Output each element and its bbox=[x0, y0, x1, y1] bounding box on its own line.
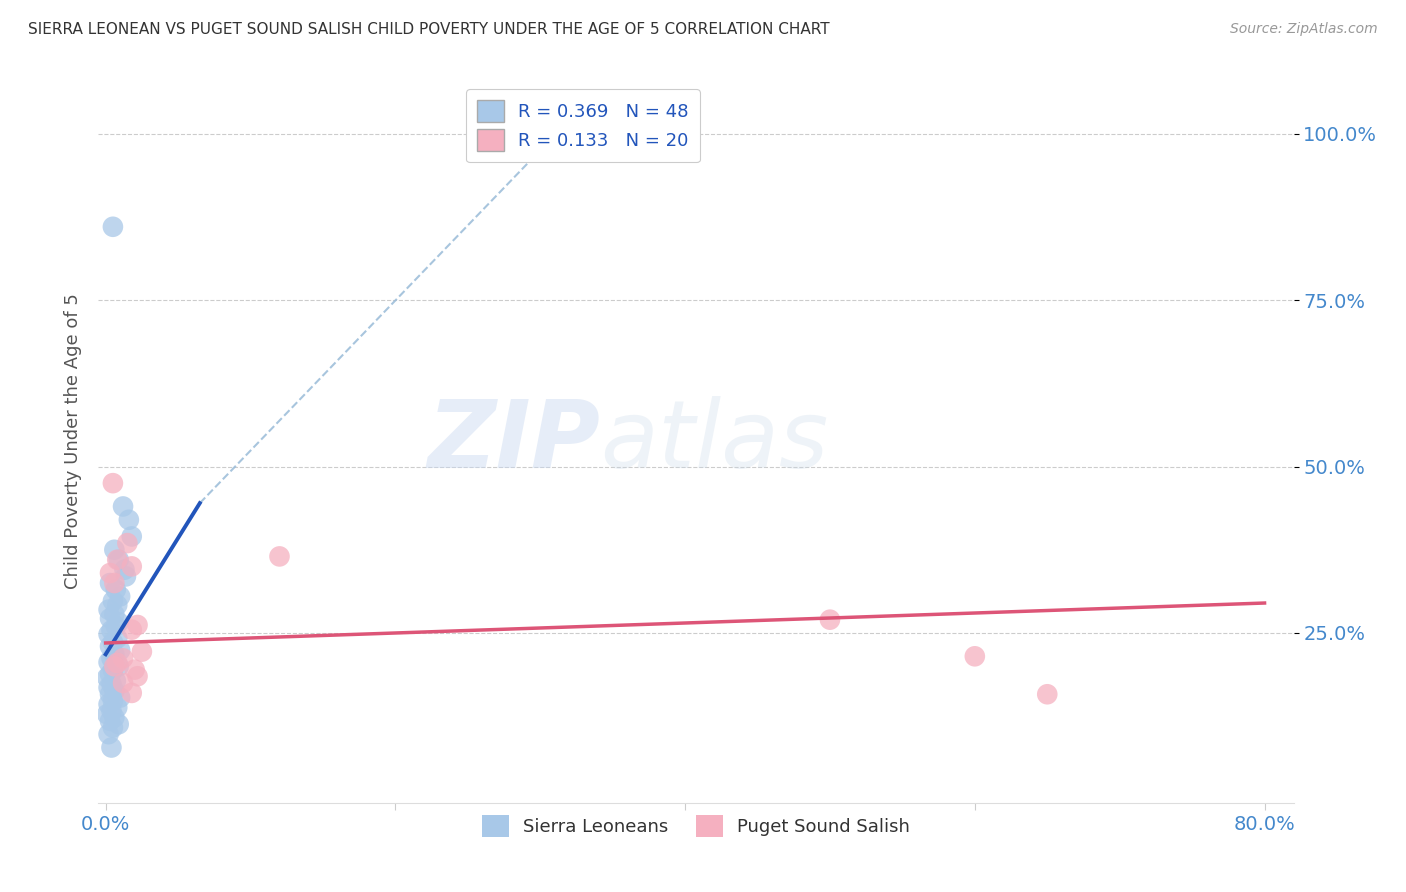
Point bbox=[98, 667, 121, 681]
Point bbox=[105, 598, 128, 612]
Point bbox=[98, 640, 121, 654]
Point bbox=[124, 663, 146, 677]
Y-axis label: Child Poverty Under the Age of 5: Child Poverty Under the Age of 5 bbox=[63, 293, 82, 590]
Point bbox=[101, 694, 124, 708]
Point bbox=[97, 727, 120, 741]
Point bbox=[107, 615, 129, 630]
Point bbox=[131, 645, 153, 659]
Point bbox=[105, 632, 128, 646]
Point bbox=[103, 710, 125, 724]
Point bbox=[97, 681, 120, 695]
Point bbox=[112, 676, 135, 690]
Point bbox=[121, 529, 143, 543]
Point bbox=[104, 619, 127, 633]
Point bbox=[101, 663, 124, 677]
Point bbox=[100, 624, 122, 638]
Point bbox=[121, 686, 143, 700]
Point bbox=[101, 219, 124, 234]
Point bbox=[127, 669, 149, 683]
Point bbox=[98, 687, 121, 701]
Point bbox=[98, 576, 121, 591]
Point bbox=[97, 627, 120, 641]
Point bbox=[963, 649, 986, 664]
Point bbox=[100, 677, 122, 691]
Text: SIERRA LEONEAN VS PUGET SOUND SALISH CHILD POVERTY UNDER THE AGE OF 5 CORRELATIO: SIERRA LEONEAN VS PUGET SOUND SALISH CHI… bbox=[28, 22, 830, 37]
Point bbox=[97, 603, 120, 617]
Text: atlas: atlas bbox=[600, 396, 828, 487]
Point bbox=[115, 569, 138, 583]
Point bbox=[117, 536, 139, 550]
Point bbox=[114, 563, 136, 577]
Point bbox=[103, 684, 125, 698]
Point bbox=[103, 576, 125, 591]
Point bbox=[112, 651, 135, 665]
Text: Source: ZipAtlas.com: Source: ZipAtlas.com bbox=[1230, 22, 1378, 37]
Point bbox=[101, 594, 124, 608]
Point bbox=[108, 590, 131, 604]
Point bbox=[96, 671, 118, 685]
Point bbox=[105, 700, 128, 714]
Point bbox=[108, 690, 131, 705]
Point bbox=[105, 656, 128, 670]
Point bbox=[107, 717, 129, 731]
Point bbox=[98, 611, 121, 625]
Text: ZIP: ZIP bbox=[427, 395, 600, 488]
Point bbox=[108, 643, 131, 657]
Point bbox=[118, 513, 141, 527]
Point bbox=[98, 566, 121, 580]
Legend: Sierra Leoneans, Puget Sound Salish: Sierra Leoneans, Puget Sound Salish bbox=[475, 808, 917, 845]
Point bbox=[100, 740, 122, 755]
Point bbox=[127, 618, 149, 632]
Point bbox=[100, 704, 122, 718]
Point bbox=[104, 582, 127, 597]
Point bbox=[121, 623, 143, 637]
Point bbox=[101, 476, 124, 491]
Point bbox=[101, 721, 124, 735]
Point bbox=[100, 651, 122, 665]
Point bbox=[103, 648, 125, 662]
Point bbox=[269, 549, 291, 564]
Point bbox=[818, 613, 841, 627]
Point bbox=[103, 659, 125, 673]
Point bbox=[121, 559, 143, 574]
Point bbox=[112, 500, 135, 514]
Point bbox=[1036, 687, 1059, 701]
Point bbox=[107, 553, 129, 567]
Point bbox=[101, 635, 124, 649]
Point bbox=[98, 714, 121, 728]
Point bbox=[105, 553, 128, 567]
Point bbox=[104, 673, 127, 688]
Point bbox=[103, 607, 125, 622]
Point bbox=[103, 542, 125, 557]
Point bbox=[107, 659, 129, 673]
Point bbox=[97, 698, 120, 712]
Point bbox=[96, 707, 118, 722]
Point bbox=[97, 655, 120, 669]
